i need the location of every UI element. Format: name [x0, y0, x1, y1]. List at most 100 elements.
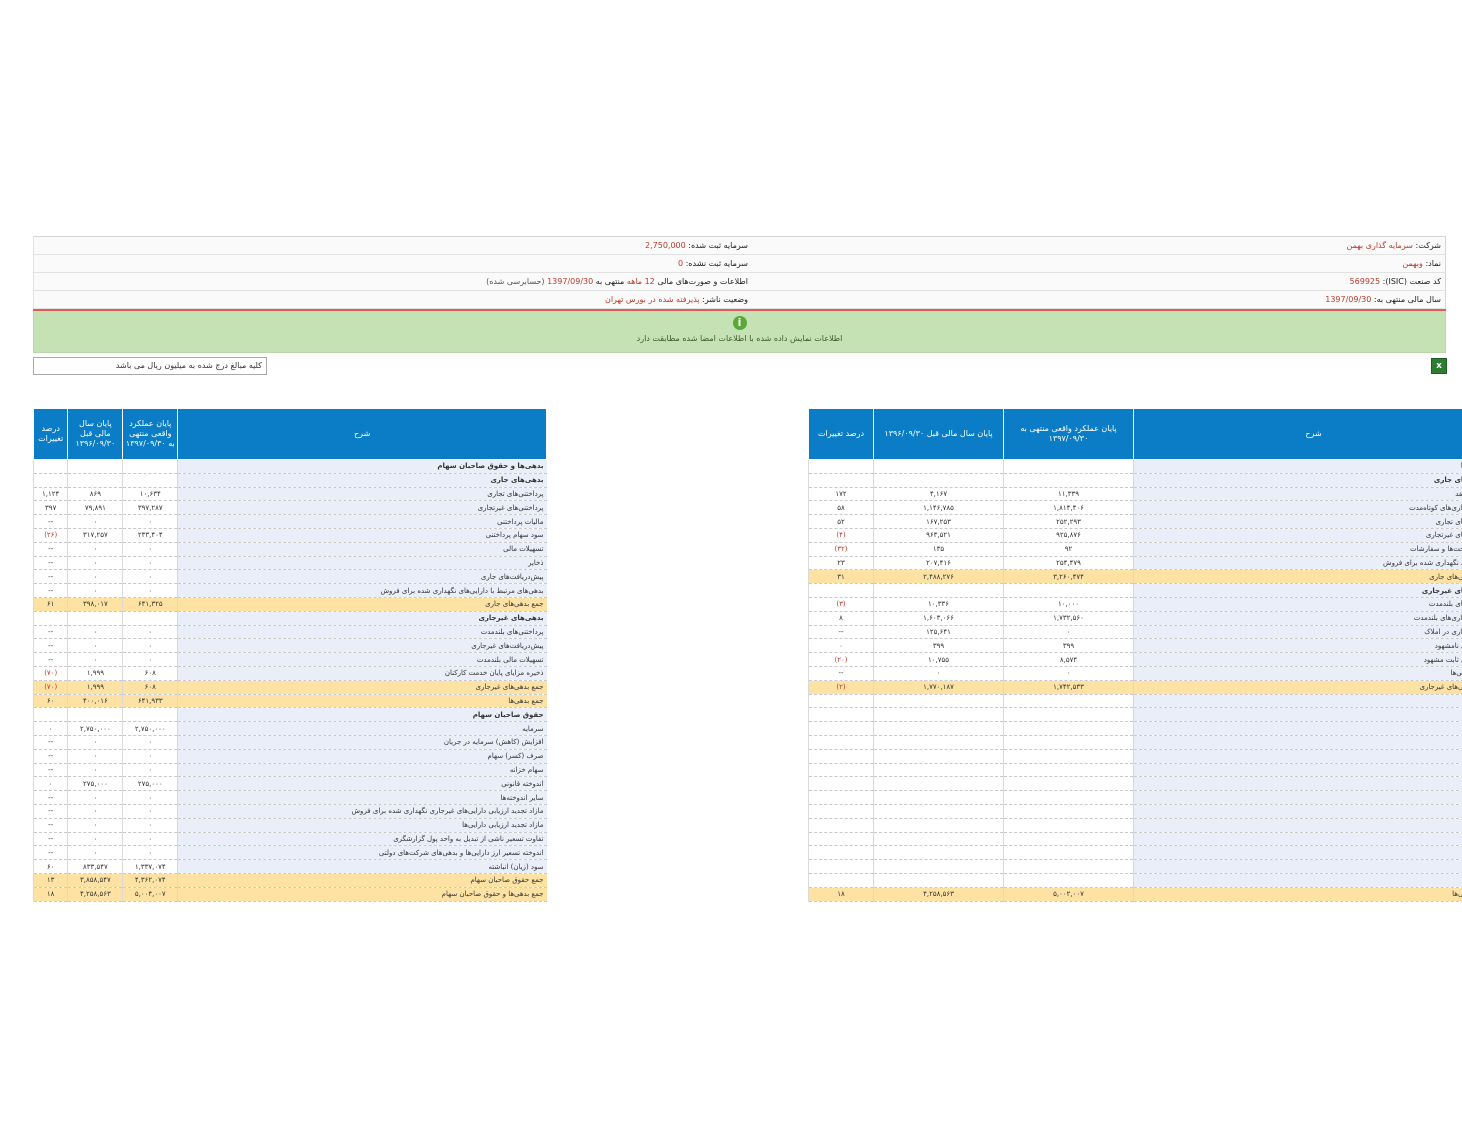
previous-value: ۷۹,۸۹۱ — [67, 500, 123, 516]
previous-value — [873, 873, 1004, 888]
table-row: سرمایه‌گذاری‌های کوتاه‌مدت۱,۸۱۴,۴۰۶۱,۱۴۶… — [808, 500, 1462, 516]
table-row: سرمایه‌گذاری‌های بلندمدت۱,۷۳۲,۵۶۰۱,۶۰۳,۰… — [808, 611, 1462, 626]
table-row: پیش‌دریافت‌های جاری ۰ ۰ -- — [32, 569, 547, 585]
fiscal-year-value: 1397/09/30 — [1325, 295, 1372, 304]
previous-value: ۱,۱۴۶,۷۸۵ — [873, 500, 1004, 516]
row-label: جمع بدهی‌ها — [177, 694, 547, 709]
table-row: پرداختنی‌های غیرتجاری ۳۹۷,۲۸۷ ۷۹,۸۹۱ ۳۹۷ — [32, 500, 547, 516]
report-prefix: اطلاعات و صورت‌های مالی — [657, 277, 748, 286]
divider — [33, 309, 1446, 311]
current-value — [1003, 583, 1134, 598]
company-label: شرکت: — [1415, 241, 1441, 250]
report-period: 12 ماهه — [626, 277, 655, 286]
row-label: موجودی نقد — [1133, 487, 1462, 502]
change-value: -- — [32, 790, 68, 805]
previous-value — [873, 721, 1004, 736]
fiscal-year-label: سال مالی منتهی به: — [1373, 295, 1441, 304]
change-value — [808, 832, 874, 847]
previous-value: ۳,۸۵۸,۵۴۷ — [67, 873, 123, 888]
previous-value — [873, 776, 1004, 792]
previous-value: ۸۶۹ — [67, 487, 123, 502]
row-label: بدهی‌های غیرجاری — [177, 611, 547, 626]
liabilities-table: شرح پایان عملکرد واقعی منتهی به ۱۳۹۷/۰۹/… — [32, 408, 547, 902]
row-label: جمع بدهی‌ها و حقوق صاحبان سهام — [177, 887, 547, 902]
row-label: دارایی‌های جاری — [1133, 473, 1462, 488]
row-label: پیش‌دریافت‌های جاری — [177, 569, 547, 585]
row-label: جمع دارایی‌های جاری — [1133, 569, 1462, 585]
table-row: سایر اندوخته‌ها ۰ ۰ -- — [32, 790, 547, 805]
previous-value: ۰ — [67, 845, 123, 861]
row-label: سرمایه — [177, 721, 547, 736]
previous-value: ۰ — [67, 790, 123, 805]
change-value — [32, 473, 68, 488]
change-value — [32, 459, 68, 474]
change-value — [808, 721, 874, 736]
table-row: جمع بدهی‌های جاری ۶۴۱,۳۲۵ ۳۹۸,۰۱۷ ۶۱ — [32, 597, 547, 612]
change-value — [808, 818, 874, 833]
previous-value: ۱,۹۹۹ — [67, 680, 123, 695]
previous-value: ۳۱۷,۲۵۷ — [67, 528, 123, 543]
row-label: جمع حقوق صاحبان سهام — [177, 873, 547, 888]
row-label: دارایی‌ها — [1133, 459, 1462, 474]
previous-value: ۰ — [67, 735, 123, 750]
assets-current-header: پایان عملکرد واقعی منتهی به ۱۳۹۷/۰۹/۳۰ — [1003, 408, 1134, 460]
previous-value: ۰ — [67, 542, 123, 557]
change-value: -- — [32, 556, 68, 571]
row-label — [1133, 707, 1462, 723]
current-value: ۶۴۱,۹۳۳ — [122, 694, 178, 709]
change-value — [808, 694, 874, 709]
current-value: ۲۳۳,۴۰۴ — [122, 528, 178, 543]
current-value — [1003, 721, 1134, 736]
row-label: بدهی‌های جاری — [177, 473, 547, 488]
row-label — [1133, 818, 1462, 833]
previous-value — [873, 749, 1004, 764]
report-suffix: (حسابرسی شده) — [486, 277, 545, 286]
table-row: اندوخته تسعیر ارز دارایی‌ها و بدهی‌های ش… — [32, 845, 547, 861]
units-note: کلیه مبالغ درج شده به میلیون ریال می باش… — [33, 357, 267, 375]
current-value — [1003, 735, 1134, 750]
table-row — [808, 790, 1462, 805]
row-label: افزایش (کاهش) سرمایه در جریان — [177, 735, 547, 750]
previous-value: ۰ — [67, 625, 123, 640]
previous-value: ۰ — [67, 583, 123, 598]
current-value: ۶۴۱,۳۲۵ — [122, 597, 178, 612]
change-value: ۳۱ — [808, 569, 874, 585]
table-row: سرمایه ۲,۷۵۰,۰۰۰ ۲,۷۵۰,۰۰۰ ۰ — [32, 721, 547, 736]
notice-text: اطلاعات نمایش داده شده با اطلاعات امضا ش… — [636, 334, 843, 343]
row-label — [1133, 804, 1462, 819]
current-value: ۰ — [122, 638, 178, 654]
previous-value: ۰ — [67, 763, 123, 778]
report-date: 1397/09/30 — [547, 277, 594, 286]
previous-value — [67, 459, 123, 474]
current-value: ۱,۷۴۲,۵۳۳ — [1003, 680, 1134, 695]
row-label: ذخایر — [177, 556, 547, 571]
previous-value: ۸۳۳,۵۴۷ — [67, 859, 123, 874]
current-value: ۶۰۸ — [122, 680, 178, 695]
current-value — [1003, 873, 1134, 888]
reg-capital-value: 2,750,000 — [645, 241, 686, 250]
current-value — [1003, 832, 1134, 847]
assets-body: دارایی‌هادارایی‌های جاریموجودی نقد۱۱,۳۳۹… — [808, 459, 1462, 902]
row-label: جمع بدهی‌های غیرجاری — [177, 680, 547, 695]
assets-change-header: درصد تغییرات — [808, 408, 874, 460]
table-row: حقوق صاحبان سهام — [32, 707, 547, 723]
previous-value — [873, 859, 1004, 874]
table-row: تسهیلات مالی بلندمدت ۰ ۰ -- — [32, 652, 547, 667]
current-value: ۰ — [122, 804, 178, 819]
change-value: -- — [32, 735, 68, 750]
row-label: دارایی‌های غیرجاری — [1133, 583, 1462, 598]
change-value: ۸ — [808, 611, 874, 626]
change-value: (۲) — [808, 680, 874, 695]
row-label: سایر اندوخته‌ها — [177, 790, 547, 805]
table-row — [808, 832, 1462, 847]
table-row — [808, 694, 1462, 709]
row-label: دارایی‌های ثابت مشهود — [1133, 652, 1462, 667]
excel-export-icon[interactable]: x — [1431, 358, 1447, 374]
row-label: بدهی‌ها و حقوق صاحبان سهام — [177, 459, 547, 474]
